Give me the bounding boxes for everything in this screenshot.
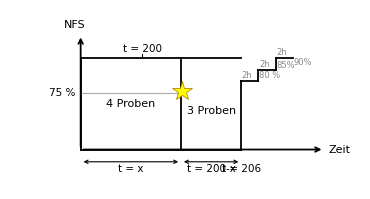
- Text: t = x: t = x: [118, 164, 144, 175]
- Text: t = 206: t = 206: [222, 164, 261, 175]
- Text: 2h: 2h: [259, 60, 270, 69]
- Text: NFS: NFS: [64, 20, 86, 30]
- Text: 75 %: 75 %: [48, 88, 75, 98]
- Text: 2h: 2h: [276, 48, 287, 57]
- Text: 4 Proben: 4 Proben: [106, 99, 155, 109]
- Text: 90%: 90%: [294, 58, 312, 67]
- Text: 80 %: 80 %: [259, 71, 280, 80]
- Text: t = 200: t = 200: [123, 44, 162, 54]
- Text: 85%: 85%: [276, 60, 295, 69]
- Text: Zeit: Zeit: [329, 144, 351, 155]
- Text: 3 Proben: 3 Proben: [186, 106, 236, 116]
- Text: 2h: 2h: [242, 71, 252, 80]
- Text: t = 200-x: t = 200-x: [187, 164, 236, 175]
